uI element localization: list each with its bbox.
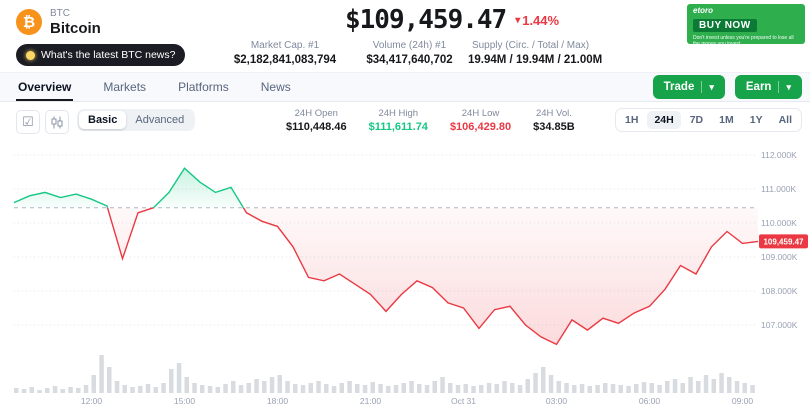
btc-news-button[interactable]: What's the latest BTC news? — [16, 44, 186, 66]
supply-label: Supply (Circ. / Total / Max) — [471, 40, 590, 51]
svg-text:12:00: 12:00 — [81, 396, 103, 406]
coin-header: ₿ BTC Bitcoin — [16, 8, 101, 37]
stat-24h-low-value: $106,429.80 — [449, 121, 512, 133]
volume-value: $34,417,640,702 — [366, 54, 453, 66]
candlestick-chart-icon[interactable] — [45, 110, 69, 134]
mode-basic-button[interactable]: Basic — [79, 111, 127, 129]
tab-markets[interactable]: Markets — [101, 73, 148, 101]
svg-text:109,459.47: 109,459.47 — [763, 237, 804, 246]
tab-news[interactable]: News — [259, 73, 293, 101]
etoro-brand: etoro — [693, 6, 713, 15]
stat-24h-low: 24H Low $106,429.80 — [450, 108, 511, 133]
svg-text:09:00: 09:00 — [732, 396, 754, 406]
earn-button[interactable]: Earn ▾ — [734, 75, 802, 99]
stat-24h-open: 24H Open $110,448.46 — [286, 108, 347, 133]
range-7d-button[interactable]: 7D — [683, 111, 710, 129]
market-cap-label: Market Cap. #1 — [250, 40, 320, 51]
current-price: $109,459.47 — [345, 5, 507, 35]
trade-button-label: Trade — [663, 81, 695, 93]
svg-text:110.000K: 110.000K — [761, 218, 797, 228]
coin-name: Bitcoin — [50, 19, 101, 37]
svg-text:108.000K: 108.000K — [761, 286, 798, 296]
svg-text:Oct 31: Oct 31 — [451, 396, 476, 406]
stat-24h-vol: 24H Vol. $34.85B — [533, 108, 575, 133]
price-block: $109,459.47 ▾ 1.44% — [345, 5, 559, 35]
stat-24h-high: 24H High $111,611.74 — [369, 108, 428, 133]
svg-text:21:00: 21:00 — [360, 396, 382, 406]
coin-symbol: BTC — [50, 8, 70, 19]
btc-news-label: What's the latest BTC news? — [41, 49, 176, 61]
button-divider — [701, 81, 703, 93]
price-change-value: 1.44% — [522, 12, 560, 28]
mode-advanced-button[interactable]: Advanced — [126, 111, 193, 129]
etoro-ad-banner[interactable]: etoro BUY NOW Don't invest unless you're… — [687, 4, 805, 44]
range-all-button[interactable]: All — [772, 111, 799, 129]
stat-24h-high-value: $111,611.74 — [368, 121, 428, 133]
svg-text:03:00: 03:00 — [546, 396, 568, 406]
stat-24h-vol-value: $34.85B — [533, 121, 575, 133]
chevron-down-icon: ▾ — [786, 81, 791, 92]
stat-24h-low-label: 24H Low — [461, 108, 500, 119]
supply-value: 19.94M / 19.94M / 21.00M — [468, 54, 603, 66]
price-chart[interactable]: 112.000K 111.000K 110.000K 109.000K 108.000K… — [0, 145, 810, 412]
svg-text:112.000K: 112.000K — [761, 150, 797, 160]
volume-stat: Volume (24h) #1 $34,417,640,702 — [352, 40, 467, 66]
trade-button[interactable]: Trade ▾ — [652, 75, 725, 99]
stat-24h-open-value: $110,448.46 — [286, 121, 347, 133]
stat-24h-high-label: 24H High — [378, 108, 419, 119]
ad-disclaimer: Don't invest unless you're prepared to l… — [693, 35, 794, 44]
buy-now-button[interactable]: BUY NOW — [693, 19, 757, 32]
market-cap-value: $2,182,841,083,794 — [233, 54, 337, 66]
range-1m-button[interactable]: 1M — [712, 111, 741, 129]
volume-label: Volume (24h) #1 — [372, 40, 447, 51]
lightbulb-icon — [26, 50, 35, 60]
time-range-selector: 1H 24H 7D 1M 1Y All — [615, 108, 802, 132]
tab-platforms[interactable]: Platforms — [176, 73, 231, 101]
price-change-badge: ▾ 1.44% — [515, 13, 559, 28]
range-24h-button[interactable]: 24H — [647, 111, 681, 129]
range-1h-button[interactable]: 1H — [618, 111, 645, 129]
chart-mode-toggle: Basic Advanced — [77, 109, 196, 131]
stat-24h-vol-label: 24H Vol. — [535, 108, 572, 119]
svg-text:111.000K: 111.000K — [761, 184, 796, 194]
svg-text:15:00: 15:00 — [174, 396, 196, 406]
chart-24h-stats: 24H Open $110,448.46 24H High $111,611.7… — [286, 108, 575, 133]
earn-button-label: Earn — [745, 81, 772, 93]
svg-text:06:00: 06:00 — [639, 396, 661, 406]
chevron-down-icon: ▾ — [709, 81, 714, 92]
svg-text:109.000K: 109.000K — [761, 252, 798, 262]
tab-actions: Trade ▾ Earn ▾ — [652, 75, 802, 99]
tab-overview[interactable]: Overview — [16, 73, 73, 101]
candlestick-glyph — [51, 116, 63, 128]
range-1y-button[interactable]: 1Y — [743, 111, 770, 129]
market-cap-stat: Market Cap. #1 $2,182,841,083,794 — [210, 40, 360, 66]
bitcoin-logo-icon: ₿ — [16, 9, 42, 36]
stat-24h-open-label: 24H Open — [294, 108, 338, 119]
supply-stat: Supply (Circ. / Total / Max) 19.94M / 19… — [468, 40, 603, 66]
svg-text:107.000K: 107.000K — [761, 320, 798, 330]
compare-checkbox-icon[interactable]: ☑ — [16, 110, 40, 134]
down-arrow-icon: ▾ — [515, 14, 521, 26]
button-divider — [778, 81, 780, 93]
svg-text:18:00: 18:00 — [267, 396, 289, 406]
coin-meta: BTC Bitcoin — [50, 8, 101, 37]
